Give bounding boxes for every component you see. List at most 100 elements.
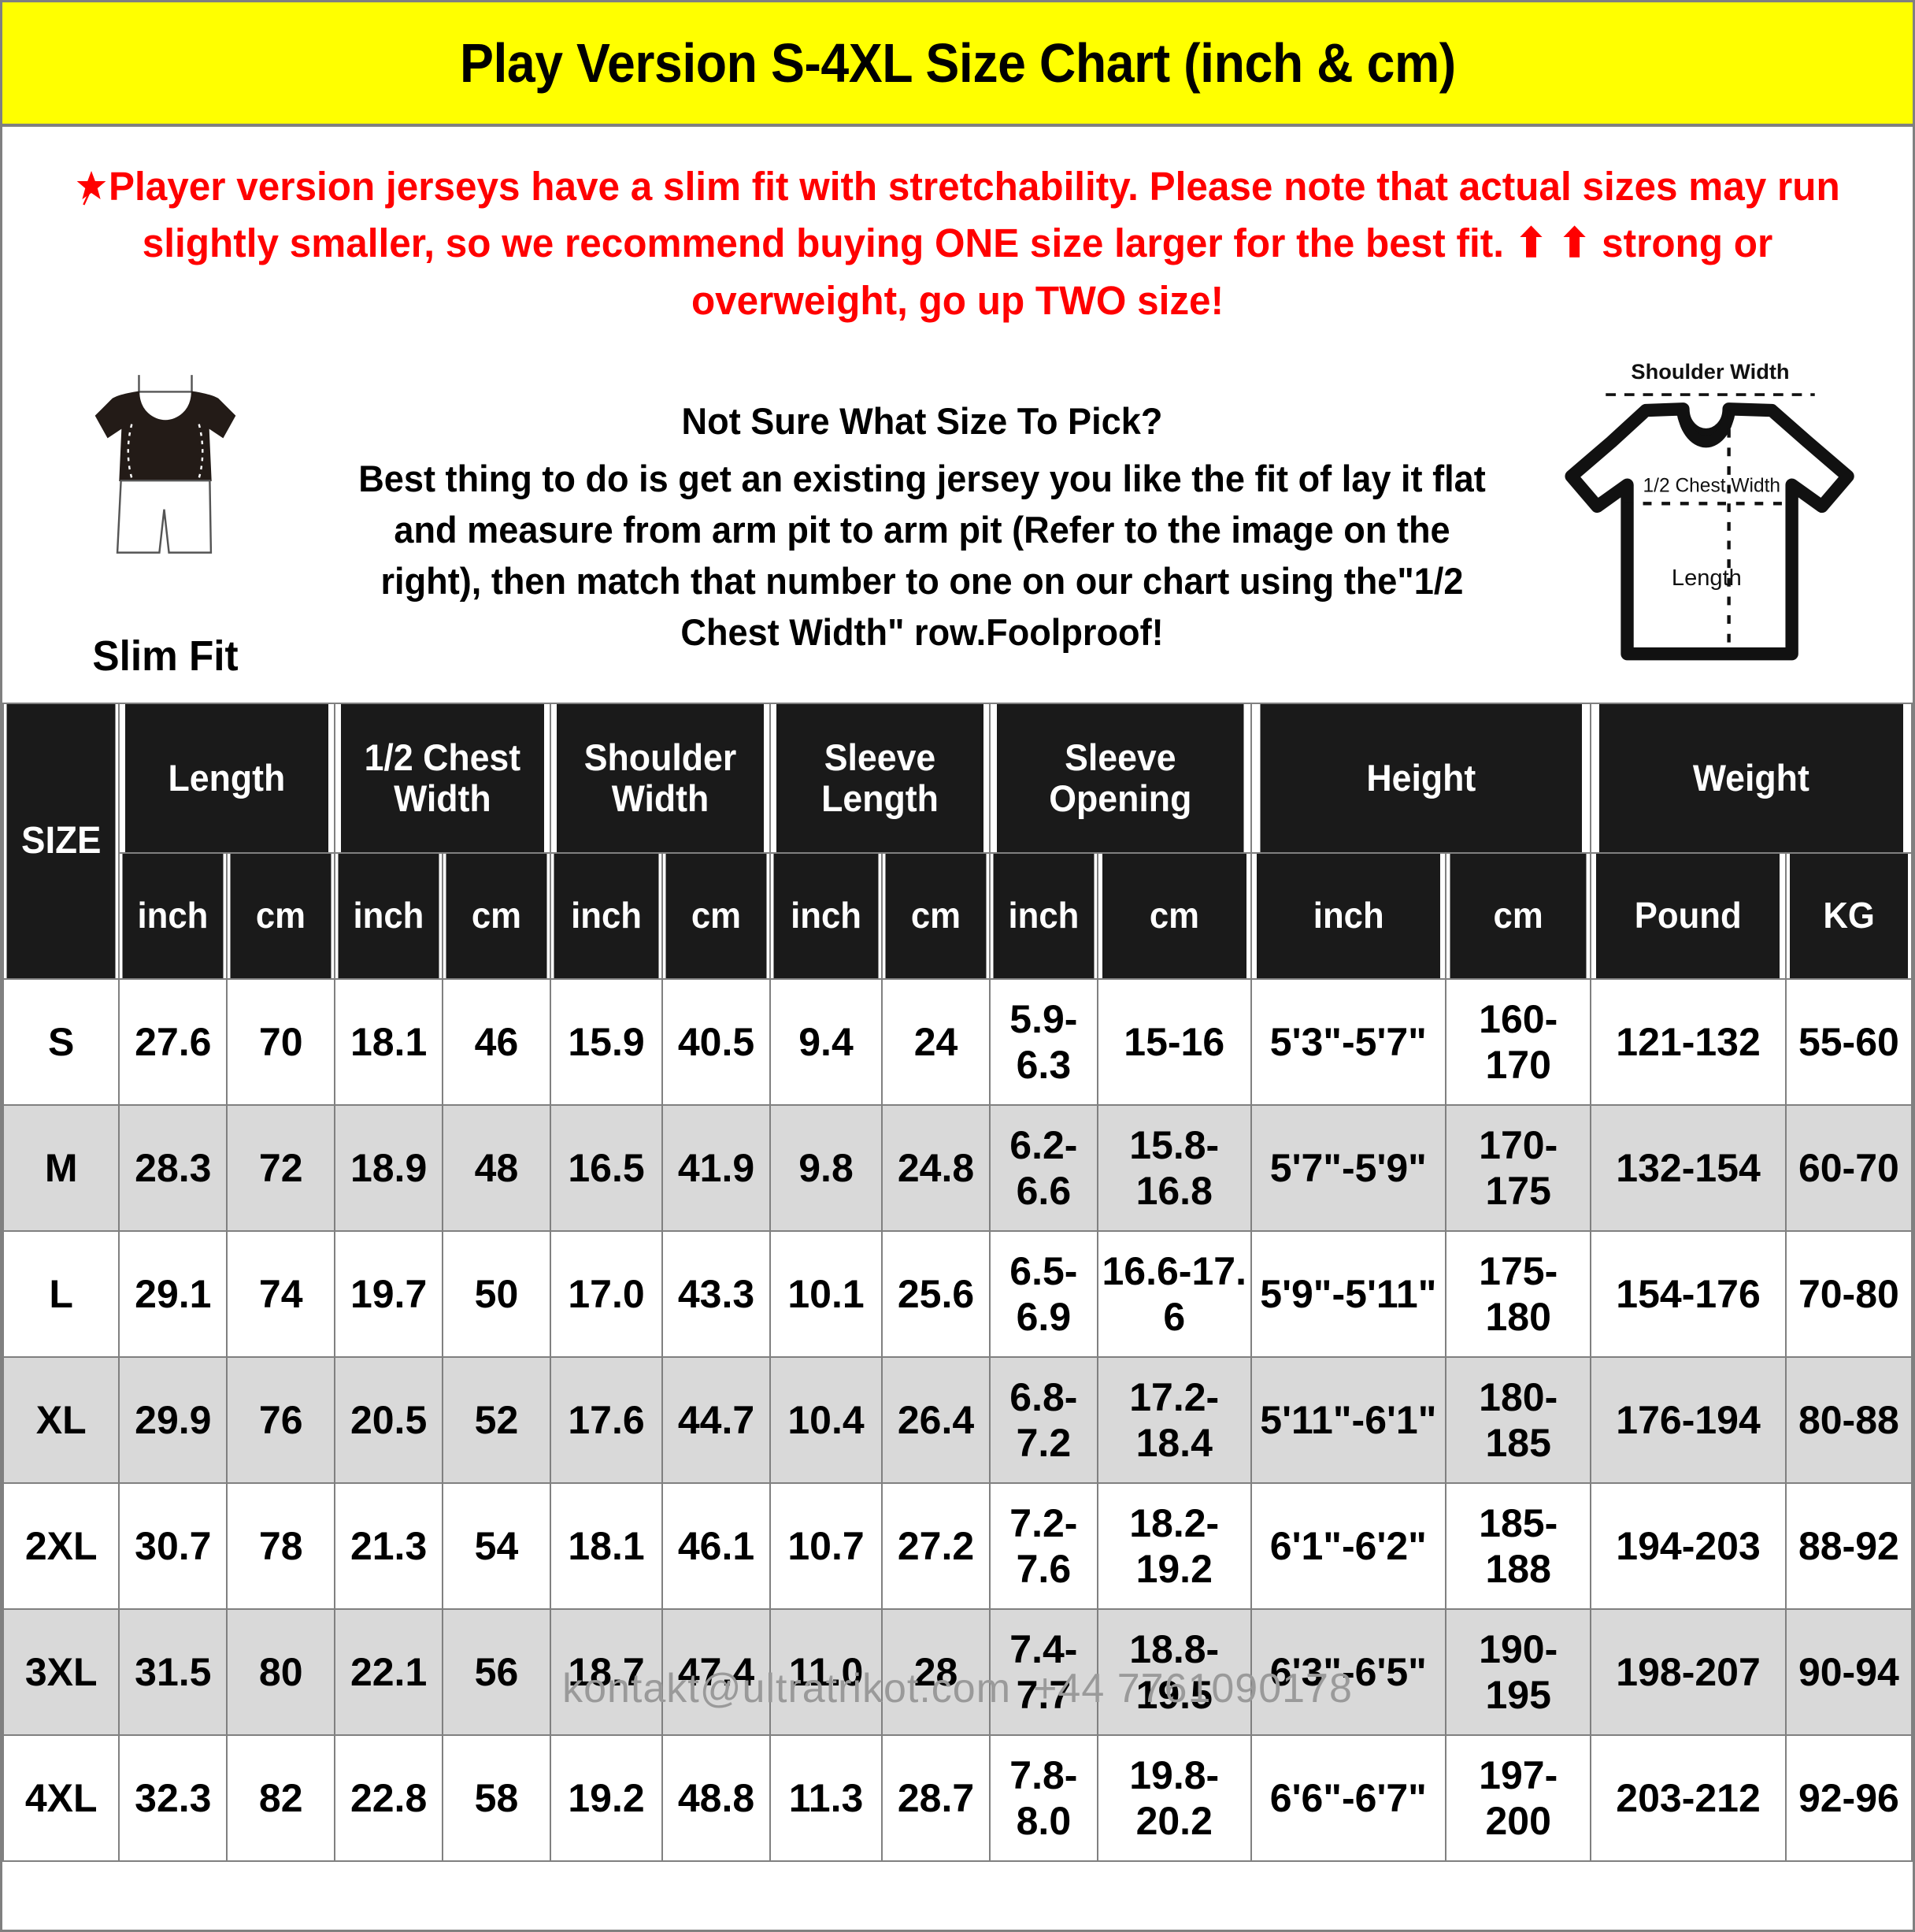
- shoulder-width-label: Shoulder Width: [1631, 359, 1789, 384]
- table-head: SIZE Length 1/2 Chest Width Shoulder Wid…: [3, 703, 1912, 981]
- cell-value: 80: [226, 1608, 336, 1737]
- cell-value: 28: [881, 1608, 991, 1737]
- unit-shoulder-cm: cm: [664, 852, 769, 981]
- cell-value: 17.6: [549, 1356, 664, 1485]
- col-header-half-chest-width: 1/2 Chest Width: [339, 703, 546, 855]
- cell-value: 21.3: [334, 1482, 444, 1611]
- cell-value: 16.5: [549, 1104, 664, 1233]
- col-header-shoulder-width: Shoulder Width: [554, 703, 765, 855]
- unit-half-chest-cm: cm: [444, 852, 549, 981]
- cell-value: 6'1"-6'2": [1250, 1482, 1447, 1611]
- cell-value: 7.8-8.0: [988, 1734, 1098, 1863]
- unit-sleeve-opening-inch: inch: [991, 852, 1096, 981]
- cell-value: 26.4: [881, 1356, 991, 1485]
- cell-value: 72: [226, 1104, 336, 1233]
- cell-size: XL: [2, 1356, 120, 1485]
- cell-value: 17.2-18.4: [1096, 1356, 1252, 1485]
- cell-size: 4XL: [2, 1734, 120, 1863]
- table-unit-header-row: inch cm inch cm inch cm inch cm inch cm …: [3, 852, 1912, 981]
- cell-value: 17.0: [549, 1230, 664, 1359]
- cell-value: 6'3"-6'5": [1250, 1608, 1447, 1737]
- cell-value: 19.8-20.2: [1096, 1734, 1252, 1863]
- cell-value: 24: [881, 978, 991, 1107]
- table-row: S 27.6 70 18.1 46 15.9 40.5 9.4 24 5.9-6.3 15-16 5'…: [2, 978, 1913, 1107]
- cell-value: 7.4-7.7: [988, 1608, 1098, 1737]
- cell-value: 90-94: [1784, 1608, 1913, 1737]
- cell-value: 18.9: [334, 1104, 444, 1233]
- cell-value: 70: [226, 978, 336, 1107]
- cell-value: 15.9: [549, 978, 664, 1107]
- cell-value: 6.2-6.6: [988, 1104, 1098, 1233]
- cell-value: 18.2-19.2: [1096, 1482, 1252, 1611]
- cell-value: 60-70: [1784, 1104, 1913, 1233]
- cell-value: 48.8: [661, 1734, 771, 1863]
- col-header-size: SIZE: [5, 703, 117, 981]
- length-label: Length: [1672, 566, 1742, 591]
- cell-value: 74: [226, 1230, 336, 1359]
- cell-value: 5'11"-6'1": [1250, 1356, 1447, 1485]
- cell-value: 43.3: [661, 1230, 771, 1359]
- cell-value: 190-195: [1445, 1608, 1592, 1737]
- cell-value: 46: [442, 978, 551, 1107]
- cell-value: 32.3: [118, 1734, 228, 1863]
- cell-value: 25.6: [881, 1230, 991, 1359]
- unit-height-inch: inch: [1254, 852, 1442, 981]
- cell-value: 27.2: [881, 1482, 991, 1611]
- pushpin-icon: [75, 171, 107, 206]
- cell-value: 46.1: [661, 1482, 771, 1611]
- cell-value: 132-154: [1590, 1104, 1787, 1233]
- unit-sleeve-length-inch: inch: [772, 852, 880, 981]
- cell-value: 18.1: [549, 1482, 664, 1611]
- howto-heading: Not Sure What Size To Pick?: [681, 400, 1163, 443]
- cell-value: 6.5-6.9: [988, 1230, 1098, 1359]
- cell-value: 22.1: [334, 1608, 444, 1737]
- table-row: 4XL 32.3 82 22.8 58 19.2 48.8 11.3 28.7 7.8-8.0 19…: [2, 1734, 1913, 1863]
- title-banner: Play Version S-4XL Size Chart (inch & cm…: [2, 2, 1913, 127]
- cell-value: 5'9"-5'11": [1250, 1230, 1447, 1359]
- cell-value: 29.9: [118, 1356, 228, 1485]
- slim-fit-mannequin: [94, 375, 236, 554]
- cell-value: 180-185: [1445, 1356, 1592, 1485]
- cell-value: 31.5: [118, 1608, 228, 1737]
- cell-value: 176-194: [1590, 1356, 1787, 1485]
- cell-value: 44.7: [661, 1356, 771, 1485]
- cell-value: 19.7: [334, 1230, 444, 1359]
- cell-value: 41.9: [661, 1104, 771, 1233]
- cell-value: 19.2: [549, 1734, 664, 1863]
- info-band: Slim Fit Not Sure What Size To Pick? Bes…: [2, 337, 1913, 703]
- cell-size: 2XL: [2, 1482, 120, 1611]
- slim-fit-block: Slim Fit: [28, 353, 303, 680]
- cell-value: 18.8-19.5: [1096, 1608, 1252, 1737]
- cell-value: 9.8: [769, 1104, 883, 1233]
- unit-height-cm: cm: [1448, 852, 1588, 981]
- half-chest-width-label: 1/2 Chest Width: [1643, 476, 1781, 497]
- col-header-height: Height: [1258, 703, 1583, 855]
- cell-value: 9.4: [769, 978, 883, 1107]
- unit-length-cm: cm: [228, 852, 333, 981]
- cell-value: 55-60: [1784, 978, 1913, 1107]
- unit-sleeve-opening-cm: cm: [1100, 852, 1248, 981]
- cell-value: 18.7: [549, 1608, 664, 1737]
- unit-weight-pound: Pound: [1595, 852, 1782, 981]
- cell-value: 185-188: [1445, 1482, 1592, 1611]
- cell-value: 5'7"-5'9": [1250, 1104, 1447, 1233]
- cell-value: 28.7: [881, 1734, 991, 1863]
- cell-value: 92-96: [1784, 1734, 1913, 1863]
- notice-text: Player version jerseys have a slim fit w…: [108, 164, 1840, 323]
- tee-diagram-block: Shoulder Width 1/2 Chest Width Length: [1541, 353, 1887, 671]
- cell-value: 6.8-7.2: [988, 1356, 1098, 1485]
- cell-value: 50: [442, 1230, 551, 1359]
- cell-value: 47.4: [661, 1608, 771, 1737]
- size-table: SIZE Length 1/2 Chest Width Shoulder Wid…: [2, 703, 1913, 1863]
- cell-size: M: [2, 1104, 120, 1233]
- cell-value: 5.9-6.3: [988, 978, 1098, 1107]
- cell-value: 6'6"-6'7": [1250, 1734, 1447, 1863]
- table-body: S 27.6 70 18.1 46 15.9 40.5 9.4 24 5.9-6.3 15-16 5'…: [2, 978, 1913, 1863]
- unit-sleeve-length-cm: cm: [883, 852, 988, 981]
- table-row: 3XL 31.5 80 22.1 56 18.7 47.4 11.0 28 7.4-7.7 18.8…: [2, 1608, 1913, 1737]
- cell-value: 24.8: [881, 1104, 991, 1233]
- cell-value: 203-212: [1590, 1734, 1787, 1863]
- cell-value: 76: [226, 1356, 336, 1485]
- unit-half-chest-inch: inch: [336, 852, 441, 981]
